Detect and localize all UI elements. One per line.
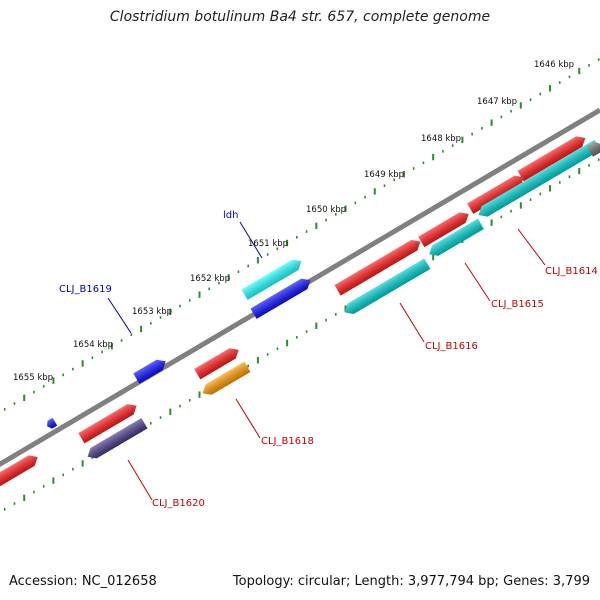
gene-arrow-cyan-3 <box>344 258 431 314</box>
kbp-label: 1652 kbp <box>190 274 230 284</box>
kbp-label: 1646 kbp <box>534 60 574 70</box>
gene-label-ldh: ldh <box>223 210 238 221</box>
gene-arrow-red-1615b <box>418 212 469 248</box>
gene-labels: CLJ_B1614 CLJ_B1615 CLJ_B1616 CLJ_B1618 … <box>59 210 598 509</box>
label-leader-line <box>107 297 132 334</box>
kbp-label: 1647 kbp <box>477 97 517 107</box>
gene-arrow-clj-b1619 <box>133 359 166 384</box>
gene-arrow-red-edge <box>0 455 38 491</box>
gene-arrow-orange <box>202 361 251 395</box>
label-leaders <box>107 221 546 501</box>
gene-arrow-grey-edge <box>586 141 600 157</box>
gene-arrow-cyan-2 <box>429 218 484 256</box>
label-leader-line <box>127 459 153 501</box>
kbp-label: 1654 kbp <box>73 340 113 350</box>
label-leader-line <box>235 398 261 439</box>
label-leader-line <box>464 262 491 302</box>
accession-text: Accession: NC_012658 <box>9 574 157 589</box>
gene-arrow-red-1615 <box>467 175 524 214</box>
kbp-label: 1649 kbp <box>364 170 404 180</box>
gene-label-clj-b1616: CLJ_B1616 <box>425 341 478 352</box>
kbp-label: 1655 kbp <box>13 373 53 383</box>
label-leader-line <box>517 228 546 266</box>
kbp-label: 1648 kbp <box>421 134 461 144</box>
kbp-label: 1653 kbp <box>132 307 172 317</box>
gene-label-clj-b1615: CLJ_B1615 <box>491 299 544 310</box>
gene-arrow-blue-1 <box>250 278 311 319</box>
kbp-label: 1651 kbp <box>248 239 288 249</box>
topology-text: Topology: circular; Length: 3,977,794 bp… <box>232 574 590 589</box>
gene-arrow-clj-b1618 <box>194 348 239 380</box>
gene-arrow-clj-b1620 <box>87 418 148 459</box>
gene-arrow-clj-b1616 <box>334 240 421 296</box>
genes-layer <box>0 136 600 491</box>
gene-label-clj-b1618: CLJ_B1618 <box>261 436 314 447</box>
gene-label-clj-b1614: CLJ_B1614 <box>545 266 598 277</box>
gene-label-clj-b1620: CLJ_B1620 <box>152 498 205 509</box>
kbp-labels: 1646 kbp 1647 kbp 1648 kbp 1649 kbp 1650… <box>13 60 574 383</box>
gene-arrow-red-3 <box>78 404 137 444</box>
map-title: Clostridium botulinum Ba4 str. 657, comp… <box>109 9 491 25</box>
gene-label-clj-b1619: CLJ_B1619 <box>59 284 112 295</box>
gene-arrow-small-blue <box>47 417 58 429</box>
gene-arrow-cyan-1 <box>478 139 600 217</box>
kbp-label: 1650 kbp <box>306 205 346 215</box>
gene-arrow-ldh <box>241 259 302 300</box>
label-leader-line <box>239 221 263 259</box>
gene-arrow-clj-b1614 <box>517 136 586 182</box>
label-leader-line <box>399 302 425 343</box>
